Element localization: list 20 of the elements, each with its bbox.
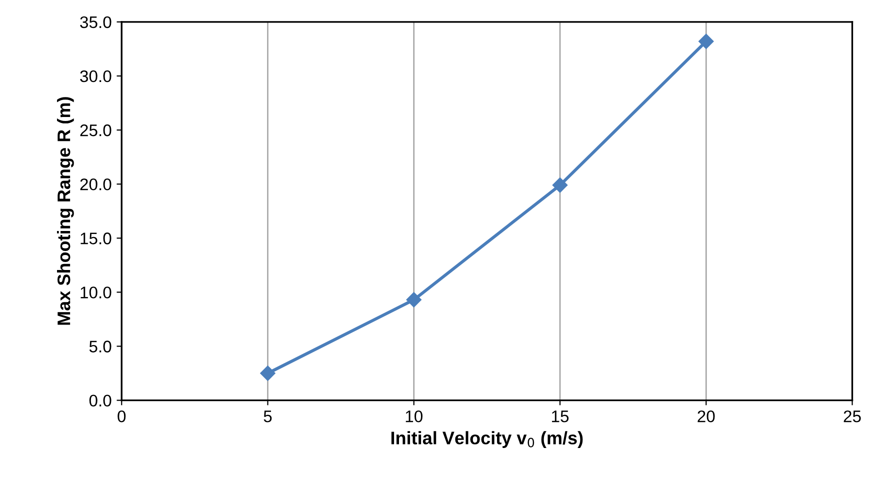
x-tick-label: 5 bbox=[264, 410, 272, 422]
y-tick-label: 30.0 bbox=[80, 70, 112, 82]
x-tick-label: 15 bbox=[552, 410, 569, 422]
y-tick-label: 20.0 bbox=[80, 178, 112, 190]
point bbox=[260, 366, 276, 381]
x-tick-label: 10 bbox=[406, 410, 422, 422]
x-tick-label: 0 bbox=[118, 410, 126, 422]
point bbox=[698, 34, 714, 49]
point bbox=[406, 292, 422, 308]
y-tick-label: 5.0 bbox=[89, 340, 112, 352]
y-tick-label: 0.0 bbox=[89, 394, 112, 407]
y-axis-title: Max Shooting Range R (m) bbox=[57, 97, 74, 325]
y-tick-label: 35.0 bbox=[80, 16, 112, 28]
point bbox=[552, 178, 568, 193]
x-axis-title: Initial Velocity v$_{0}$ (m/s) bbox=[391, 431, 583, 448]
y-tick-label: 15.0 bbox=[80, 232, 112, 244]
y-tick-label: 25.0 bbox=[80, 124, 112, 136]
x-tick-label: 25 bbox=[844, 410, 861, 422]
x-tick-label: 20 bbox=[698, 410, 715, 422]
y-tick-label: 10.0 bbox=[80, 286, 112, 298]
